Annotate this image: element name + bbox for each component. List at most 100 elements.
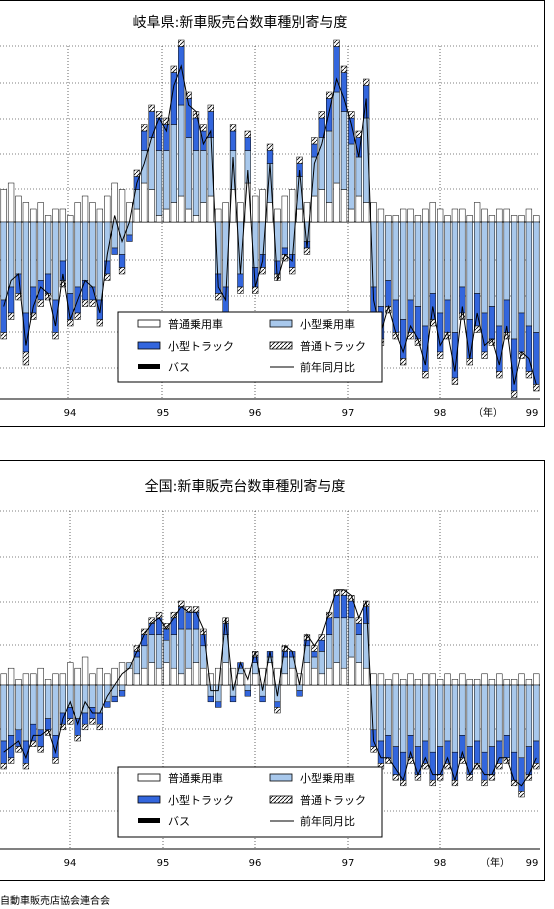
bar-segment <box>52 221 59 301</box>
bar-segment <box>533 763 540 770</box>
bar-segment <box>52 757 59 764</box>
bar-segment <box>340 65 348 73</box>
bar-segment <box>30 221 37 288</box>
bar-segment <box>385 280 392 307</box>
bar-segment <box>289 667 296 686</box>
bar-segment <box>355 634 362 663</box>
bar-segment <box>222 662 229 686</box>
bar-segment <box>111 695 118 703</box>
bar-segment <box>118 690 126 697</box>
bar-segment <box>96 712 104 725</box>
bar-segment <box>44 221 52 275</box>
bar-segment <box>7 221 15 288</box>
bar-segment <box>518 791 525 798</box>
bar-segment <box>74 667 81 686</box>
bar-segment <box>0 189 7 223</box>
bar-segment <box>170 65 177 73</box>
bar-segment <box>52 332 59 340</box>
bar-segment <box>377 684 385 742</box>
bar-segment <box>118 684 126 691</box>
bar-segment <box>15 684 22 731</box>
bar-segment <box>281 247 288 255</box>
bar-segment <box>318 651 325 675</box>
bar-segment <box>385 215 392 223</box>
bar-segment <box>37 667 44 686</box>
bar-segment <box>155 667 163 686</box>
bar-segment <box>44 679 52 686</box>
x-tick-label: 96 <box>249 858 262 869</box>
legend-swatch-bus <box>138 364 160 369</box>
bar-segment <box>37 280 44 301</box>
bar-segment <box>52 208 59 223</box>
bar-segment <box>488 306 496 340</box>
bar-segment <box>170 124 177 203</box>
bar-segment <box>141 182 148 223</box>
bar-segment <box>192 215 200 223</box>
bar-segment <box>192 611 200 630</box>
bar-segment <box>185 606 192 613</box>
bar-segment <box>44 215 52 223</box>
bar-segment <box>466 358 473 366</box>
bar-segment <box>348 208 355 223</box>
bar-segment <box>407 673 414 686</box>
bar-segment <box>481 779 488 787</box>
bar-segment <box>30 208 37 223</box>
bar-segment <box>429 684 436 753</box>
bar-segment <box>525 684 533 747</box>
chart-panel-national: 全国:新車販売台数車種別寄与度 94 95 96 97 98 99 （年） 普通乗用車 小… <box>0 460 545 881</box>
bar-segment <box>444 221 451 301</box>
bar-segment <box>437 221 444 314</box>
bar-segment <box>473 740 481 764</box>
bar-segment <box>333 39 340 47</box>
bars <box>0 39 540 398</box>
bar-segment <box>496 684 503 742</box>
bar-segment <box>348 143 355 210</box>
x-tick-label: 95 <box>157 858 170 869</box>
bar-segment <box>244 130 251 138</box>
bar-segment <box>473 684 481 742</box>
bar-segment <box>37 684 44 731</box>
bar-segment <box>178 195 185 223</box>
bar-segment <box>67 215 74 223</box>
yoy-line <box>3 589 537 787</box>
bar-segment <box>481 208 488 223</box>
bar-segment <box>400 358 407 366</box>
legend-swatch-kogata-jouyou <box>269 773 293 782</box>
bar-segment <box>274 208 281 223</box>
bar-segment <box>422 221 429 327</box>
bar-segment <box>148 623 155 635</box>
bar-segment <box>296 156 303 164</box>
bar-segment <box>340 589 348 596</box>
bar-segment <box>178 600 185 607</box>
bar-segment <box>96 723 104 731</box>
bar-segment <box>178 104 185 197</box>
bar-segment <box>192 117 200 151</box>
bar-segment <box>392 684 399 747</box>
bar-segment <box>407 208 414 223</box>
bar-segment <box>22 684 30 742</box>
bar-segment <box>7 757 15 764</box>
bar-segment <box>22 673 30 686</box>
bar-segment <box>207 195 214 223</box>
bar-segment <box>481 221 488 314</box>
bar-segment <box>81 299 89 307</box>
chart-panel-gifu: 岐阜県:新車販売台数車種別寄与度 94 95 96 97 98 99 （年） 普通乗用車 … <box>0 0 545 427</box>
bar-segment <box>370 746 377 753</box>
bar-segment <box>74 684 81 719</box>
legend-label-yoy: 前年同月比 <box>300 360 355 374</box>
bar-segment <box>370 202 377 223</box>
bar-segment <box>118 221 126 255</box>
bar-segment <box>96 667 104 686</box>
bar-segment <box>59 280 67 288</box>
bar-segment <box>414 306 422 340</box>
bar-segment <box>52 684 59 736</box>
bar-segment <box>155 215 163 223</box>
bar-segment <box>392 221 399 301</box>
bar-segment <box>414 221 422 307</box>
bar-segment <box>525 221 533 327</box>
bar-segment <box>89 718 96 725</box>
bar-segment <box>348 656 355 686</box>
bar-segment <box>363 78 370 86</box>
bar-segment <box>400 208 407 223</box>
bar-segment <box>459 673 466 686</box>
